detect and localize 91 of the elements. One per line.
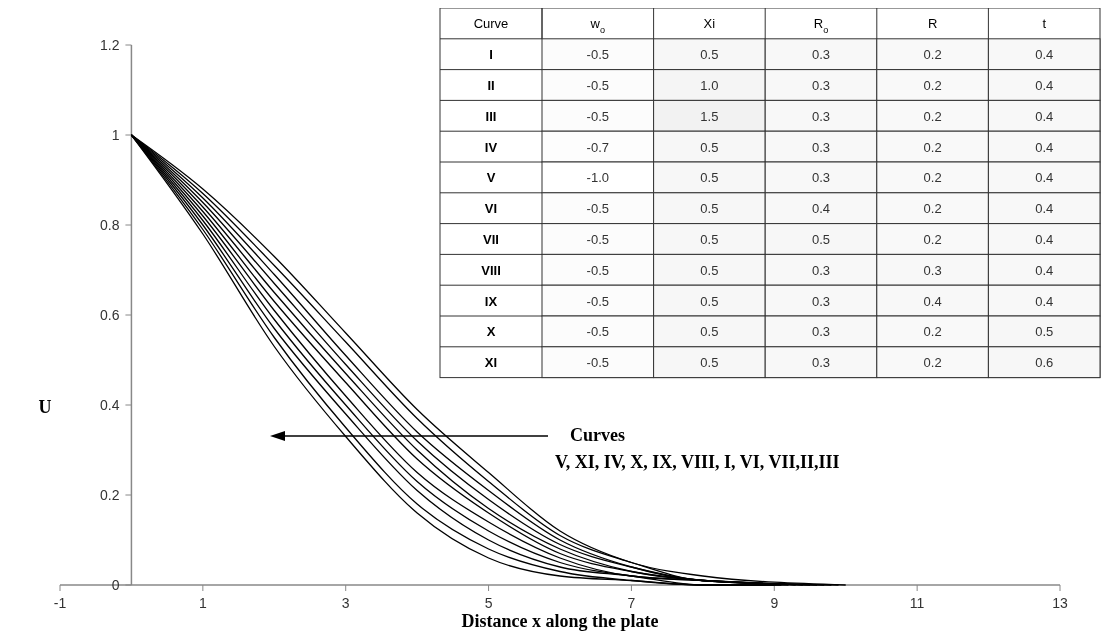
x-tick-label: t xyxy=(1042,16,1047,32)
data-label: 0.5 xyxy=(700,139,719,155)
data-label: 0.2 xyxy=(923,47,942,63)
data-label: 0.2 xyxy=(923,78,942,93)
data-label: 0.2 xyxy=(923,324,942,340)
data-label: 0.5 xyxy=(700,262,719,278)
data-label: 0.2 xyxy=(923,201,942,217)
annotation: V, XI, IV, X, IX, VIII, I, VI, VII,II,III xyxy=(555,452,840,472)
data-label: 0.6 xyxy=(1035,355,1054,371)
y-tick-label: 1.2 xyxy=(99,37,120,53)
y-tick-label: V xyxy=(486,170,496,186)
y-tick-label: XI xyxy=(484,355,498,371)
annotation: Curves xyxy=(570,425,625,445)
data-label: 0.5 xyxy=(700,355,719,371)
data-label: -0.5 xyxy=(586,108,609,124)
x-tick-label: w$_{o}$ xyxy=(589,16,606,36)
y-tick-label: VIII xyxy=(481,262,501,278)
data-label: 0.3 xyxy=(811,139,831,155)
data-label: 0.5 xyxy=(811,232,831,247)
data-label: 1.0 xyxy=(700,78,719,93)
y-tick-label: 1 xyxy=(111,127,120,143)
y-tick-label: I xyxy=(489,47,493,63)
y-tick-label: 0 xyxy=(111,577,120,593)
x-tick-label: 3 xyxy=(341,595,350,611)
data-label: -0.7 xyxy=(586,139,609,155)
y-tick-label: 0.2 xyxy=(99,487,120,503)
y-tick-label: II xyxy=(487,78,495,93)
data-label: -0.5 xyxy=(586,232,609,247)
data-label: 0.3 xyxy=(811,170,831,186)
data-label: -0.5 xyxy=(586,262,609,278)
data-label: 0.2 xyxy=(923,232,942,247)
x-tick-label: 1 xyxy=(198,595,207,611)
data-label: 0.2 xyxy=(923,108,942,124)
data-label: 0.3 xyxy=(811,47,831,63)
x-tick-label: 9 xyxy=(770,595,779,611)
data-label: 0.3 xyxy=(923,262,942,278)
data-label: 0.3 xyxy=(811,262,831,278)
x-tick-label: 7 xyxy=(627,595,636,611)
data-label: 0.4 xyxy=(1035,47,1054,63)
data-label: 0.3 xyxy=(811,355,831,371)
data-label: -1.0 xyxy=(586,170,609,186)
y-axis-title: U xyxy=(38,397,52,417)
x-axis-title: Distance x along the plate xyxy=(461,611,659,631)
data-label: 0.4 xyxy=(811,201,831,217)
data-label: 0.2 xyxy=(923,170,942,186)
x-tick-label: R xyxy=(927,16,938,32)
data-label: 0.2 xyxy=(923,355,942,371)
data-label: 0.3 xyxy=(811,293,831,309)
x-tick-label: R$_{o}$ xyxy=(813,16,829,36)
data-label: 0.4 xyxy=(1035,170,1054,186)
y-tick-label: IX xyxy=(484,293,498,309)
x-tick-label: Xi xyxy=(703,16,716,32)
x-tick-label: 11 xyxy=(909,595,925,611)
data-label: 0.4 xyxy=(1035,108,1054,124)
y-tick-label: 0.4 xyxy=(99,397,120,413)
y-axis-title: Curve xyxy=(473,16,509,32)
y-tick-label: X xyxy=(486,324,496,340)
y-tick-label: 0.6 xyxy=(99,307,120,323)
data-label: 0.5 xyxy=(700,201,719,217)
data-label: -0.5 xyxy=(586,324,609,340)
data-label: 0.3 xyxy=(811,78,831,93)
data-label: 0.3 xyxy=(811,108,831,124)
data-label: 0.2 xyxy=(923,139,942,155)
data-label: 0.5 xyxy=(700,293,719,309)
x-tick-label: 13 xyxy=(1052,595,1068,611)
data-label: 0.4 xyxy=(1035,78,1054,93)
data-label: 0.5 xyxy=(700,324,719,340)
y-tick-label: III xyxy=(485,108,497,124)
data-label: 0.3 xyxy=(811,324,831,340)
data-label: 0.4 xyxy=(1035,232,1054,247)
x-tick-label: 5 xyxy=(484,595,493,611)
y-tick-label: VII xyxy=(483,232,499,247)
data-label: -0.5 xyxy=(586,293,609,309)
data-label: 0.4 xyxy=(1035,139,1054,155)
y-tick-label: VI xyxy=(484,201,498,217)
data-label: 0.5 xyxy=(700,47,719,63)
data-label: -0.5 xyxy=(586,355,609,371)
data-label: 0.5 xyxy=(1035,324,1054,340)
y-tick-label: IV xyxy=(484,139,498,155)
x-tick-label: -1 xyxy=(53,595,67,611)
y-tick-label: 0.8 xyxy=(99,217,120,233)
data-label: 1.5 xyxy=(700,108,719,124)
data-label: 0.4 xyxy=(1035,293,1054,309)
data-label: 0.5 xyxy=(700,170,719,186)
data-label: 0.4 xyxy=(1035,201,1054,217)
data-label: -0.5 xyxy=(586,47,609,63)
data-label: -0.5 xyxy=(586,78,609,93)
data-label: -0.5 xyxy=(586,201,609,217)
data-label: 0.5 xyxy=(700,232,719,247)
data-label: 0.4 xyxy=(923,293,942,309)
data-label: 0.4 xyxy=(1035,262,1054,278)
